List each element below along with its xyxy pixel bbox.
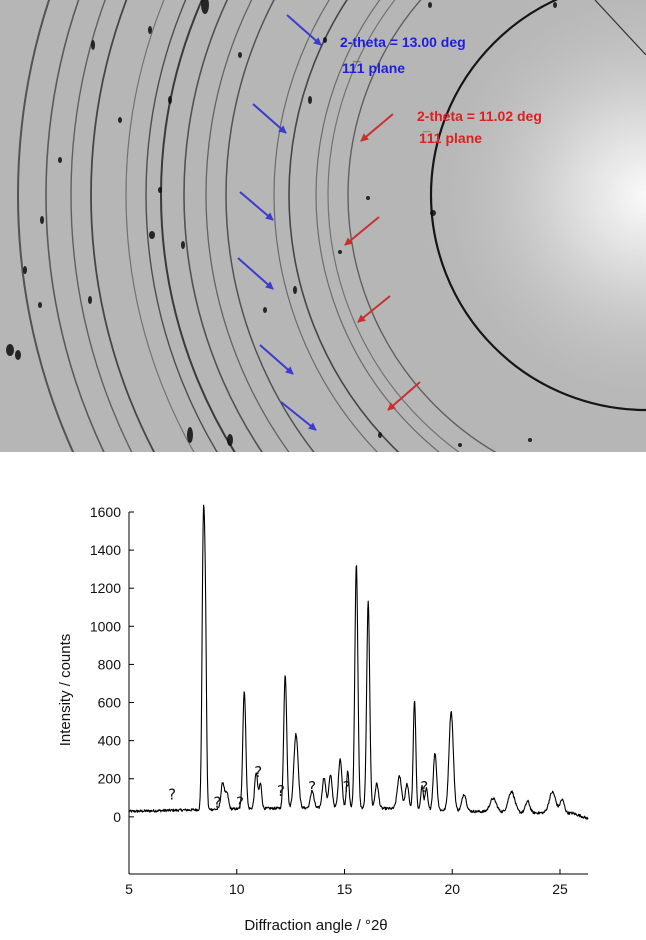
diffraction-ring xyxy=(288,0,400,452)
diffraction-spot xyxy=(553,2,557,8)
diffraction-image: 2-theta = 13.00 deg 11̅1 plane 2-theta =… xyxy=(0,0,646,452)
unidentified-peak-marker: ? xyxy=(236,793,244,811)
annotation-red-plane: 1̅11 plane xyxy=(419,130,482,146)
diffraction-spot xyxy=(378,432,382,438)
diffraction-spot xyxy=(458,443,462,447)
x-tick-label: 25 xyxy=(552,881,568,897)
diffraction-spot xyxy=(181,241,185,249)
diffraction-ring xyxy=(205,0,290,452)
unidentified-peak-marker: ? xyxy=(168,786,176,804)
detector-edge-line xyxy=(594,0,646,56)
x-axis-ticks: 5 10 15 20 25 xyxy=(125,869,568,897)
x-tick-label: 5 xyxy=(125,881,133,897)
y-tick-label: 600 xyxy=(98,695,122,711)
y-axis-ticks: 0 200 400 600 800 1000 1200 1400 1600 xyxy=(90,504,134,825)
unidentified-peak-marker: ? xyxy=(213,793,221,811)
red-arrow xyxy=(344,216,380,246)
diffraction-spot xyxy=(338,250,342,254)
diffraction-ring xyxy=(45,0,105,452)
unidentified-peak-marker: ? xyxy=(420,778,428,796)
red-arrows xyxy=(344,113,421,411)
unidentified-peak-marker: ? xyxy=(343,778,351,796)
diffraction-spot xyxy=(118,117,122,123)
x-tick-label: 15 xyxy=(337,881,353,897)
diffraction-spot xyxy=(323,37,327,43)
diffraction-spot xyxy=(15,350,21,360)
y-tick-label: 1400 xyxy=(90,542,121,558)
diffraction-ring xyxy=(315,0,441,452)
x-tick-label: 20 xyxy=(444,881,460,897)
diffraction-spot xyxy=(58,157,62,163)
blue-arrow xyxy=(259,344,294,375)
x-axis-label: Diffraction angle / °2θ xyxy=(244,917,387,934)
plot-axes xyxy=(128,512,588,875)
diffraction-spot xyxy=(238,52,242,58)
x-tick-label: 10 xyxy=(229,881,245,897)
diffraction-spot xyxy=(308,96,312,104)
y-axis-label: Intensity / counts xyxy=(57,634,74,747)
diffraction-ring xyxy=(90,0,156,452)
diffraction-ring xyxy=(347,0,497,452)
y-tick-label: 1200 xyxy=(90,580,121,596)
diffraction-ring xyxy=(183,0,264,452)
y-tick-label: 1000 xyxy=(90,618,121,634)
diffraction-spot xyxy=(88,296,92,304)
diffraction-ring xyxy=(273,0,378,452)
y-tick-label: 0 xyxy=(113,809,121,825)
diffraction-spot xyxy=(38,302,42,308)
blue-arrows xyxy=(237,14,322,431)
diffraction-ring xyxy=(125,0,195,452)
blue-arrow xyxy=(237,257,274,290)
diffraction-ring xyxy=(17,0,75,452)
diffraction-ring xyxy=(225,0,315,452)
diffraction-spot xyxy=(23,266,27,274)
diffraction-rings xyxy=(17,0,646,452)
y-tick-label: 200 xyxy=(98,771,122,787)
unidentified-peak-marker: ? xyxy=(254,763,262,781)
unidentified-peak-markers: ???????? xyxy=(168,763,428,811)
diffraction-spot xyxy=(430,210,436,216)
y-tick-label: 400 xyxy=(98,733,122,749)
diffraction-spot xyxy=(40,216,44,224)
diffraction-ring xyxy=(429,0,646,412)
diffraction-ring xyxy=(160,0,236,452)
diffraction-spot xyxy=(428,2,432,8)
diffraction-spot xyxy=(158,187,162,193)
diffraction-ring xyxy=(145,0,219,452)
red-arrow xyxy=(387,381,421,411)
diffraction-spot xyxy=(6,344,14,356)
diffraction-ring xyxy=(70,0,133,452)
blue-arrow xyxy=(280,401,317,431)
blue-arrow xyxy=(252,103,287,134)
y-tick-label: 1600 xyxy=(90,504,121,520)
diffraction-spot xyxy=(148,26,152,34)
red-arrow xyxy=(360,113,394,142)
annotation-blue-plane: 11̅1 plane xyxy=(342,60,405,76)
diffraction-ring xyxy=(327,0,460,452)
blue-arrow xyxy=(286,14,322,46)
diffraction-spot xyxy=(293,286,297,294)
diffraction-spot xyxy=(149,231,155,239)
diffraction-spot xyxy=(366,196,370,200)
unidentified-peak-marker: ? xyxy=(308,778,316,796)
diffraction-spot xyxy=(201,0,209,14)
unidentified-peak-marker: ? xyxy=(277,782,285,800)
detector-noise xyxy=(0,0,646,452)
diffraction-spot xyxy=(168,96,172,104)
annotation-red-label: 2-theta = 11.02 deg xyxy=(417,108,542,124)
diffraction-spot xyxy=(227,434,233,446)
diffraction-spot xyxy=(263,307,267,313)
red-arrow xyxy=(357,295,391,323)
diffraction-spot xyxy=(528,438,532,442)
intensity-series-line xyxy=(128,504,589,820)
annotation-blue-label: 2-theta = 13.00 deg xyxy=(340,34,466,50)
diffraction-spot xyxy=(187,427,193,443)
blue-arrow xyxy=(239,191,274,221)
diffraction-spots xyxy=(6,0,557,447)
diffraction-spot xyxy=(91,40,95,50)
y-tick-label: 800 xyxy=(98,656,122,672)
